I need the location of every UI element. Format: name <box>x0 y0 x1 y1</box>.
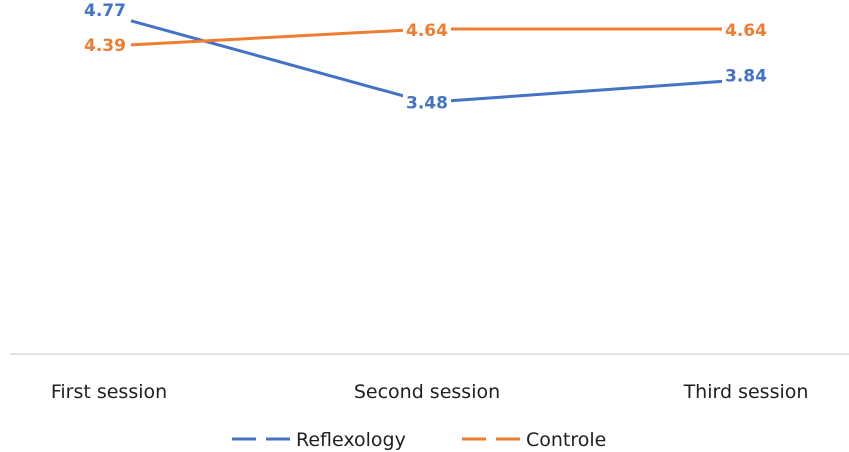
data-label-bg-reflexology-2 <box>403 93 451 114</box>
x-tick-label-1: First session <box>51 381 167 403</box>
data-labels: 4.77 3.48 3.84 4.39 4.64 4.64 <box>81 1 770 114</box>
legend-item-controle: Controle <box>462 429 606 451</box>
data-label-reflexology-3: 3.84 <box>725 67 767 87</box>
legend-label-reflexology: Reflexology <box>296 429 406 451</box>
data-label-controle-3: 4.64 <box>725 21 767 41</box>
legend: Reflexology Controle <box>232 429 606 451</box>
data-label-controle-2: 4.64 <box>406 21 448 41</box>
x-tick-labels: First session Second session Third sessi… <box>51 381 809 403</box>
x-tick-label-2: Second session <box>354 381 500 403</box>
data-label-controle-1: 4.39 <box>84 36 126 56</box>
legend-label-controle: Controle <box>526 429 606 451</box>
data-label-bg-reflexology-1 <box>81 0 129 21</box>
legend-item-reflexology: Reflexology <box>232 429 406 451</box>
data-label-bg-controle-1 <box>81 35 129 56</box>
x-tick-label-3: Third session <box>683 381 809 403</box>
data-label-bg-controle-2 <box>403 21 451 41</box>
data-label-bg-controle-3 <box>722 21 770 41</box>
data-label-reflexology-1: 4.77 <box>84 1 126 21</box>
data-label-bg-reflexology-3 <box>722 66 770 87</box>
data-label-reflexology-2: 3.48 <box>406 93 448 113</box>
